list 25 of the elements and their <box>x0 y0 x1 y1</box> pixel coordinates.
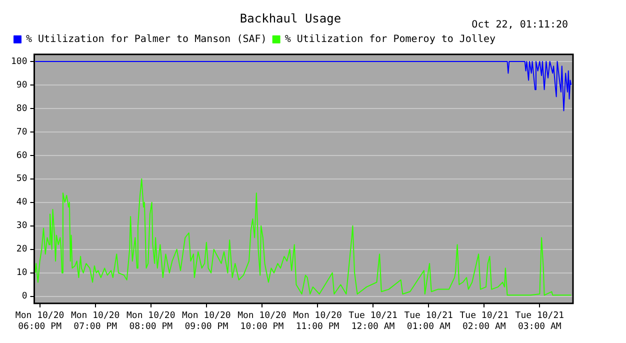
y-tick-label: 0 <box>22 292 28 302</box>
text: Oct 22, 01:11:20 <box>472 20 568 31</box>
legend-label: % Utilization for Palmer to Manson (SAF) <box>26 34 267 45</box>
x-tick-label: Tue 10/21 01:00 AM <box>404 311 453 332</box>
x-tick-label: Mon 10/20 06:00 PM <box>15 311 64 332</box>
x-tick-label: Tue 10/21 12:00 AM <box>348 311 398 332</box>
y-tick-label: 90 <box>16 80 28 90</box>
y-tick-label: 60 <box>16 150 28 161</box>
x-tick-label: Tue 10/21 02:00 AM <box>460 311 509 332</box>
x-tick-label: Mon 10/20 10:00 PM <box>238 311 286 332</box>
y-tick-label: 70 <box>16 127 28 138</box>
x-tick-label: Mon 10/20 11:00 PM <box>293 311 342 332</box>
chart-title: Backhaul Usage <box>240 11 342 26</box>
x-tick-label: Mon 10/20 08:00 PM <box>126 311 176 332</box>
y-tick-label: 40 <box>16 198 28 208</box>
y-tick-label: 100 <box>10 56 28 67</box>
x-tick-label: Mon 10/20 07:00 PM <box>70 311 120 332</box>
legend-label: % Utilization for Pomeroy to Jolley <box>284 34 496 45</box>
y-tick-label: 50 <box>16 174 28 184</box>
y-tick-label: 80 <box>16 104 28 114</box>
x-tick-label: Mon 10/20 09:00 PM <box>182 311 231 332</box>
y-tick-label: 20 <box>16 244 28 255</box>
y-tick-label: 30 <box>16 221 28 232</box>
y-tick-label: 10 <box>16 268 28 278</box>
x-tick-label: Tue 10/21 03:00 AM <box>515 311 564 332</box>
